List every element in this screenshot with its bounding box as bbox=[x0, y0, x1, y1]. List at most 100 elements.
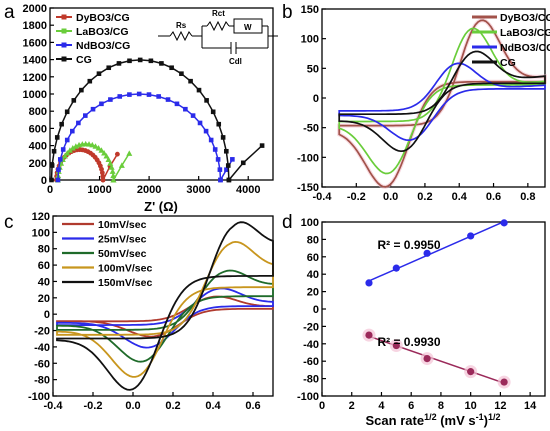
a-data-point bbox=[146, 92, 152, 97]
a-data-point bbox=[208, 137, 214, 143]
a-data-point bbox=[210, 109, 216, 115]
d-x-tick-label: 6 bbox=[408, 400, 414, 412]
a-data-point bbox=[110, 177, 117, 183]
a-data-point bbox=[179, 71, 184, 76]
d-data-point bbox=[365, 331, 373, 339]
c-y-tick-label: 0 bbox=[44, 309, 50, 321]
rs-resistor-icon bbox=[169, 30, 193, 42]
b-legend-label: LaBO3/CG bbox=[500, 27, 550, 39]
a-data-point bbox=[118, 162, 125, 168]
c-legend-label: 100mV/sec bbox=[98, 263, 152, 275]
b-y-tick-label: -150 bbox=[297, 182, 319, 194]
a-legend-marker bbox=[61, 56, 67, 62]
a-data-point bbox=[66, 147, 73, 153]
a-x-axis-label: Z' (Ω) bbox=[144, 199, 178, 214]
a-x-tick-label: 3000 bbox=[186, 184, 210, 196]
a-data-point bbox=[99, 101, 104, 107]
a-data-point bbox=[204, 98, 209, 103]
a-data-point bbox=[196, 87, 202, 93]
d-data-point bbox=[423, 249, 431, 257]
a-data-point bbox=[55, 177, 61, 183]
a-data-point bbox=[96, 71, 102, 76]
a-data-point bbox=[156, 94, 161, 99]
a-data-point bbox=[61, 153, 68, 159]
equivalent-circuit bbox=[158, 18, 278, 54]
a-data-point bbox=[76, 120, 81, 126]
d-x-tick-label: 12 bbox=[494, 400, 506, 412]
a-data-point bbox=[216, 121, 222, 127]
d-data-point bbox=[467, 368, 475, 376]
a-data-point bbox=[215, 157, 221, 162]
a-data-point bbox=[60, 147, 66, 152]
c-series-2-curve bbox=[56, 269, 274, 363]
a-series-line bbox=[57, 143, 130, 183]
d-y-tick-label: -60 bbox=[303, 356, 319, 368]
a-y-tick-label: 1200 bbox=[23, 72, 47, 84]
a-data-point bbox=[59, 121, 64, 127]
c-y-tick-label: -60 bbox=[34, 358, 50, 370]
d-y-tick-label: 40 bbox=[307, 269, 319, 281]
c-y-tick-label: 100 bbox=[32, 227, 50, 239]
a-data-point bbox=[159, 61, 164, 66]
a-legend-marker bbox=[61, 42, 67, 48]
a-data-point bbox=[114, 151, 120, 157]
a-data-point bbox=[224, 148, 229, 154]
a-data-point bbox=[49, 163, 55, 168]
c-x-tick-label: 0.4 bbox=[205, 400, 221, 412]
b-y-tick-label: -100 bbox=[297, 152, 319, 164]
a-data-point bbox=[108, 164, 115, 170]
a-data-point bbox=[51, 148, 57, 154]
a-legend-marker bbox=[61, 14, 67, 20]
a-data-point bbox=[98, 147, 105, 153]
c-x-tick-label: 0.2 bbox=[165, 400, 180, 412]
a-data-point bbox=[92, 143, 99, 149]
a-y-tick-label: 1800 bbox=[23, 20, 47, 32]
a-data-point bbox=[259, 143, 265, 148]
a-data-point bbox=[126, 150, 133, 156]
d-y-tick-label: -20 bbox=[303, 321, 319, 333]
a-data-point bbox=[197, 120, 203, 126]
c-legend-label: 150mV/sec bbox=[98, 277, 152, 289]
a-data-point bbox=[110, 172, 117, 179]
a-y-tick-label: 200 bbox=[29, 158, 47, 170]
a-data-point bbox=[103, 153, 110, 159]
panel-letter-b: b bbox=[282, 2, 293, 23]
d-r2-annotation: R² = 0.9950 bbox=[377, 238, 440, 252]
d-data-point bbox=[500, 219, 508, 227]
b-x-tick-label: 0.2 bbox=[417, 191, 432, 203]
a-data-point bbox=[106, 65, 112, 71]
a-series-1 bbox=[54, 140, 133, 183]
a-data-point bbox=[217, 167, 223, 172]
a-data-point bbox=[56, 167, 61, 172]
a-x-tick-label: 4000 bbox=[236, 184, 260, 196]
a-data-point bbox=[136, 91, 142, 97]
c-x-tick-label: -0.2 bbox=[84, 400, 103, 412]
panel-letter-d: d bbox=[282, 212, 293, 233]
c-y-tick-label: -20 bbox=[34, 326, 50, 338]
a-legend-marker bbox=[61, 28, 67, 34]
circuit-label: Rct bbox=[212, 9, 225, 18]
a-y-tick-label: 0 bbox=[41, 175, 47, 187]
d-x-tick-label: 4 bbox=[378, 400, 385, 412]
a-data-point bbox=[87, 78, 93, 84]
d-r2-annotation: R² = 0.9930 bbox=[377, 335, 440, 349]
a-data-point bbox=[169, 65, 174, 71]
a-y-tick-label: 800 bbox=[29, 106, 47, 118]
b-y-tick-label: 100 bbox=[301, 34, 319, 46]
c-series-3-curve bbox=[56, 240, 274, 378]
a-data-point bbox=[127, 92, 132, 97]
d-data-point bbox=[467, 232, 475, 240]
d-fit-line-0 bbox=[368, 220, 505, 282]
c-legend: 10mV/sec 25mV/sec 50mV/sec 100mV/sec 150mV/s… bbox=[62, 219, 152, 289]
a-series-line bbox=[57, 93, 234, 183]
a-legend-label: DyBO3/CG bbox=[76, 12, 130, 24]
panel-d-linear-fit-plot: 0 2 4 6 8 10 12 14 -100 -80 -60 -40 -20 0 20 40 60 80 100 S… bbox=[297, 217, 546, 428]
c-y-tick-label: 80 bbox=[38, 244, 50, 256]
b-y-tick-label: 150 bbox=[301, 4, 319, 16]
b-x-tick-label: 0.4 bbox=[452, 191, 468, 203]
a-data-point bbox=[54, 135, 60, 140]
b-x-tick-label: -0.2 bbox=[347, 191, 366, 203]
d-y-tick-label: 60 bbox=[307, 252, 319, 264]
b-legend-label: DyBO3/CG bbox=[500, 12, 550, 24]
a-data-point bbox=[225, 163, 231, 168]
